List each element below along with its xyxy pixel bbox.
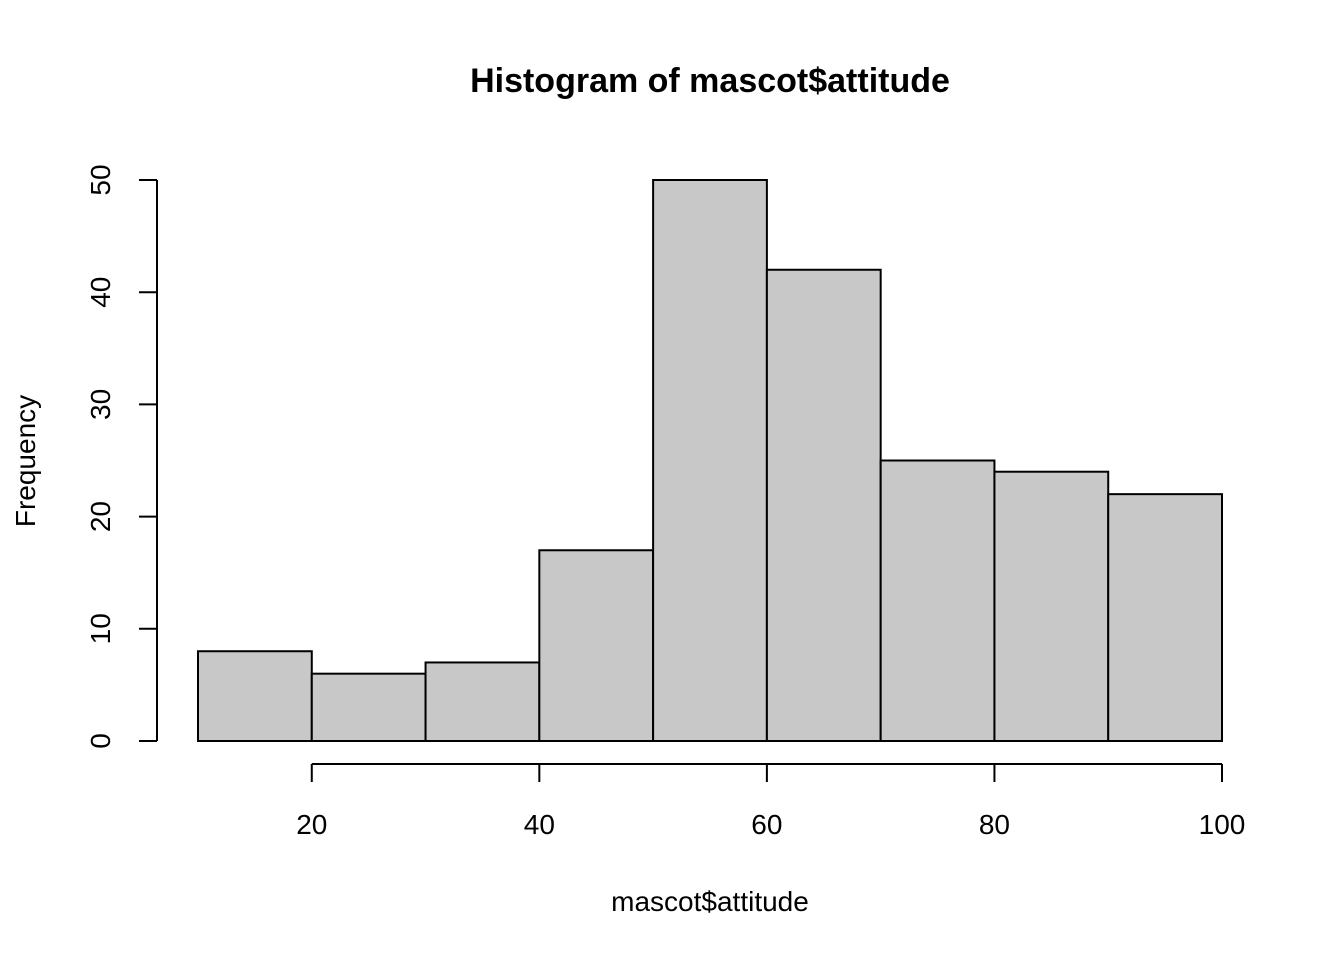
x-axis-label: mascot$attitude <box>611 886 809 917</box>
histogram-bar-50-60 <box>652 179 768 742</box>
bars-group <box>197 179 1223 743</box>
histogram-bar-70-80 <box>879 459 996 742</box>
y-tick-label-10: 10 <box>85 613 116 644</box>
histogram-bar-80-90 <box>993 470 1110 742</box>
histogram-bar-30-40 <box>424 661 541 743</box>
x-tick-label-40: 40 <box>524 809 555 840</box>
y-tick-label-30: 30 <box>85 389 116 420</box>
y-axis-label: Frequency <box>10 395 41 527</box>
y-axis: 0 10 20 30 40 50 <box>85 164 158 749</box>
histogram-bar-40-50 <box>538 549 655 743</box>
x-tick-label-80: 80 <box>979 809 1010 840</box>
x-tick-label-100: 100 <box>1199 809 1246 840</box>
y-tick-label-0: 0 <box>85 733 116 749</box>
chart-title: Histogram of mascot$attitude <box>470 62 950 100</box>
histogram-bar-90-100 <box>1107 493 1223 742</box>
x-axis: 20 40 60 80 100 <box>296 763 1246 840</box>
histogram-bar-20-30 <box>310 672 427 742</box>
x-tick-label-60: 60 <box>751 809 782 840</box>
y-tick-label-40: 40 <box>85 277 116 308</box>
y-tick-label-20: 20 <box>85 501 116 532</box>
y-tick-label-50: 50 <box>85 164 116 195</box>
histogram-bar-60-70 <box>765 268 882 742</box>
histogram-bar-10-20 <box>197 650 313 742</box>
x-tick-label-20: 20 <box>296 809 327 840</box>
